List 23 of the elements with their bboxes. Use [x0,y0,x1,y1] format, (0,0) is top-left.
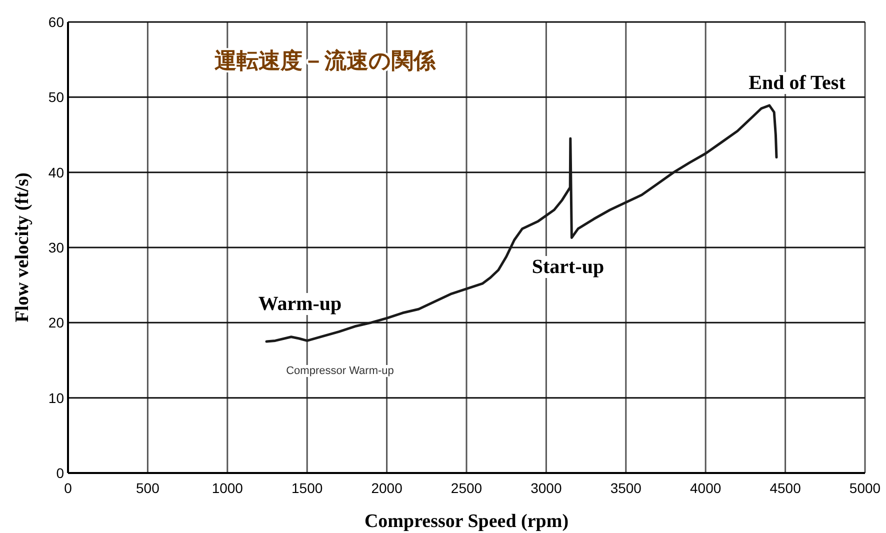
y-tick-label: 30 [48,240,64,256]
x-tick-label: 3500 [610,480,642,496]
annotation: Warm-up [258,293,342,315]
x-axis-title: Compressor Speed (rpm) [364,511,569,532]
annotation: Compressor Warm-up [286,365,394,377]
y-tick-label: 60 [48,14,64,30]
x-tick-label: 1000 [212,480,244,496]
x-tick-label: 1500 [292,480,323,496]
annotation: End of Test [748,72,846,94]
y-axis-title: Flow velocity (ft/s) [12,172,33,322]
x-tick-label: 5000 [849,480,881,496]
x-tick-label: 2500 [450,480,482,496]
x-tick-label: 3000 [530,480,562,496]
x-tick-label: 4500 [770,480,802,496]
annotation: Start-up [532,256,604,278]
x-tick-label: 4000 [690,480,722,496]
x-tick-label: 500 [136,480,160,496]
y-tick-label: 20 [48,314,64,331]
y-tick-label: 10 [48,390,64,406]
y-tick-label: 40 [48,164,64,180]
y-tick-label: 0 [56,465,64,481]
x-tick-label: 2000 [371,480,403,496]
y-tick-label: 50 [48,89,64,106]
